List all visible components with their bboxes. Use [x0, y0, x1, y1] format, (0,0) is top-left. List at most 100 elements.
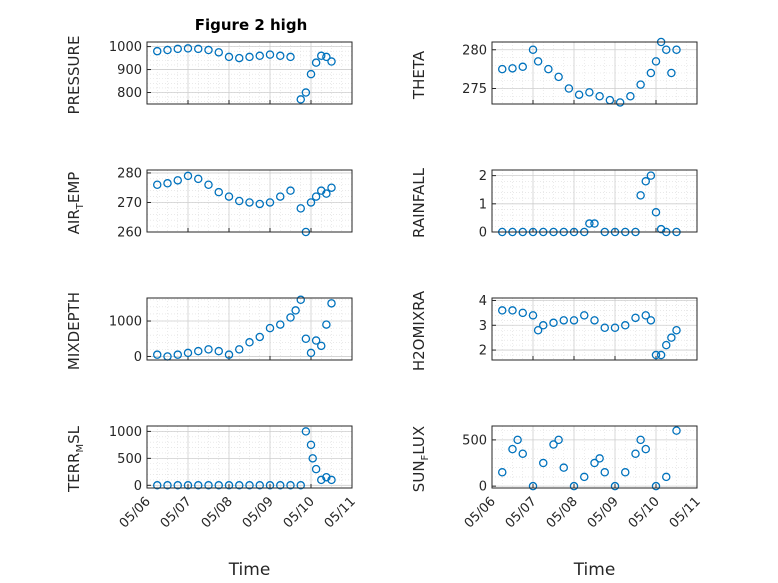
data-point	[672, 325, 681, 335]
data-point	[508, 64, 517, 73]
data-point	[255, 481, 264, 490]
panel-6-ytick-label: 500	[117, 452, 142, 467]
data-point	[193, 174, 203, 184]
data-point	[152, 350, 162, 359]
panel-6-axes-box	[146, 425, 353, 489]
data-point	[580, 311, 589, 320]
panel-4-ytick-label: 0	[134, 350, 142, 365]
data-point	[152, 46, 162, 56]
data-point	[311, 464, 321, 474]
data-point	[163, 45, 172, 55]
data-point	[590, 219, 599, 228]
data-point	[672, 45, 681, 55]
panel-2-axes-box	[146, 169, 353, 233]
data-point	[667, 68, 676, 78]
data-point	[554, 435, 563, 445]
panel-0-ylabel: PRESSURE	[65, 36, 83, 115]
data-point	[265, 481, 275, 490]
panel-6-xtick-label: 05/10	[281, 494, 318, 531]
data-point	[610, 323, 620, 333]
data-point	[183, 348, 193, 358]
data-point	[327, 475, 336, 485]
panel-6-xtick-label: 05/08	[199, 494, 236, 531]
panel-6-xtick-label: 05/11	[322, 494, 359, 531]
data-point	[163, 481, 172, 490]
panel-5-ylabel: H2OMIXRA	[410, 290, 428, 371]
panel-7-xtick-label: 05/06	[462, 494, 499, 531]
data-point	[631, 449, 640, 459]
data-point	[183, 481, 193, 490]
data-point	[296, 204, 305, 213]
data-point	[245, 198, 254, 207]
data-point	[641, 311, 651, 320]
data-point	[554, 72, 563, 82]
panel-2-ytick-label: 280	[117, 166, 142, 181]
panel-2-ytick-label: 260	[117, 226, 142, 241]
panel-7-axes-box	[491, 425, 698, 489]
data-point	[183, 44, 193, 53]
data-point	[204, 481, 213, 490]
data-point	[306, 198, 316, 207]
panel-air-temp: 260 270 280 AIRTEMP	[65, 166, 353, 241]
data-point	[234, 481, 244, 490]
data-point	[533, 57, 543, 66]
panel-6-ytick-label: 1000	[109, 425, 142, 440]
panel-6-ylabel: TERRMSL	[65, 425, 86, 493]
panel-0-ytick-label: 900	[117, 63, 142, 78]
panel-7-ytick-label: 0	[479, 480, 487, 495]
data-point	[667, 333, 676, 342]
panel-6-xtick-label: 05/06	[117, 494, 154, 531]
data-point	[662, 45, 671, 55]
data-point	[234, 53, 244, 63]
data-point	[580, 472, 589, 482]
data-point	[224, 192, 234, 201]
data-point	[173, 44, 182, 54]
panel-2-ytick-label: 270	[117, 196, 142, 211]
panel-7-ytick-label: 500	[462, 433, 487, 448]
data-point	[518, 308, 528, 318]
data-point	[585, 219, 594, 228]
data-point	[311, 336, 321, 345]
data-point	[564, 84, 574, 93]
data-point	[626, 92, 635, 101]
data-point	[544, 64, 553, 74]
panel-4-ylabel: MIXDEPTH	[65, 292, 83, 370]
data-point	[193, 346, 203, 356]
panel-terr-msl: 0 500 1000 05/06 05/07 05/08 05/09 05/10 05/11 TE…	[65, 425, 359, 580]
data-point	[322, 320, 331, 329]
data-point	[316, 51, 326, 61]
panel-1-axes-box	[491, 41, 698, 105]
panel-3-axes-box	[491, 169, 698, 233]
panel-1-ytick-label: 280	[462, 43, 487, 58]
panel-5-ytick-label: 4	[479, 294, 487, 309]
panel-3-ytick-label: 1	[479, 197, 487, 212]
data-point	[255, 51, 264, 61]
data-point	[508, 306, 517, 315]
panel-1-ytick-label: 275	[462, 82, 487, 97]
panel-6-xtick-label: 05/09	[240, 494, 277, 531]
data-point	[610, 481, 620, 491]
data-point	[528, 45, 538, 55]
data-point	[636, 80, 645, 89]
data-point	[286, 481, 295, 490]
data-point	[234, 196, 244, 206]
data-point	[497, 64, 507, 74]
data-point	[204, 345, 213, 354]
figure-title: Figure 2 high	[195, 16, 308, 34]
panel-5-axes-box	[491, 297, 698, 361]
data-point	[600, 468, 610, 477]
data-point	[296, 481, 305, 490]
data-point	[306, 348, 316, 358]
data-point	[539, 321, 548, 330]
data-point	[327, 57, 336, 66]
panel-rainfall: 0 1 2 RAINFALL	[410, 167, 698, 241]
data-point	[275, 481, 285, 490]
data-point	[245, 338, 254, 347]
panel-7-xtick-label: 05/09	[585, 494, 622, 531]
data-point	[275, 192, 285, 201]
data-point	[651, 57, 661, 66]
panel-3-ytick-label: 0	[479, 226, 487, 241]
data-point	[497, 306, 507, 315]
data-point	[255, 199, 264, 209]
